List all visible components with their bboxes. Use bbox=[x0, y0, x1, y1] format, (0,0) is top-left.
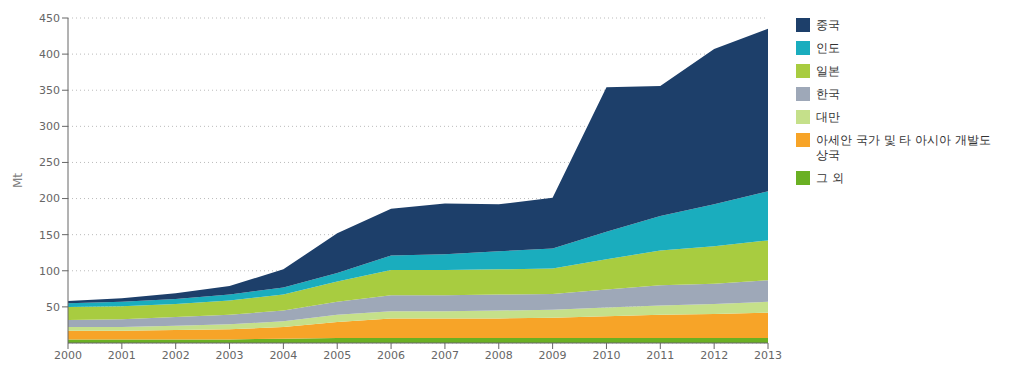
html-text:중국: 중국 bbox=[816, 18, 840, 32]
html-text:대만: 대만 bbox=[816, 110, 840, 124]
svg-text:2000: 2000 bbox=[54, 349, 82, 362]
svg-text:250: 250 bbox=[39, 156, 60, 169]
html-text:인도: 인도 bbox=[816, 41, 840, 55]
svg-text:200: 200 bbox=[39, 192, 60, 205]
svg-text:2008: 2008 bbox=[485, 349, 513, 362]
svg-text:50: 50 bbox=[46, 301, 60, 314]
html-text:한국: 한국 bbox=[816, 87, 840, 101]
svg-text:300: 300 bbox=[39, 120, 60, 133]
svg-text:350: 350 bbox=[39, 84, 60, 97]
svg-text:2011: 2011 bbox=[646, 349, 674, 362]
html-text:아세안 국가 및 타 아시아 개발도상국: 아세안 국가 및 타 아시아 개발도상국 bbox=[816, 133, 992, 162]
svg-text:400: 400 bbox=[39, 48, 60, 61]
svg-text:2009: 2009 bbox=[539, 349, 567, 362]
svg-text:Mt: Mt bbox=[11, 173, 25, 188]
svg-text:2010: 2010 bbox=[592, 349, 620, 362]
svg-text:2013: 2013 bbox=[754, 349, 782, 362]
svg-text:2006: 2006 bbox=[377, 349, 405, 362]
svg-text:100: 100 bbox=[39, 265, 60, 278]
svg-text:450: 450 bbox=[39, 12, 60, 25]
svg-text:2002: 2002 bbox=[162, 349, 190, 362]
svg-text:2004: 2004 bbox=[269, 349, 297, 362]
svg-text:2001: 2001 bbox=[108, 349, 136, 362]
svg-text:2012: 2012 bbox=[700, 349, 728, 362]
svg-text:150: 150 bbox=[39, 229, 60, 242]
html-text:일본: 일본 bbox=[816, 64, 840, 78]
svg-text:2003: 2003 bbox=[216, 349, 244, 362]
svg-text:2007: 2007 bbox=[431, 349, 459, 362]
svg-text:2005: 2005 bbox=[323, 349, 351, 362]
html-text:그 외: 그 외 bbox=[816, 171, 844, 185]
